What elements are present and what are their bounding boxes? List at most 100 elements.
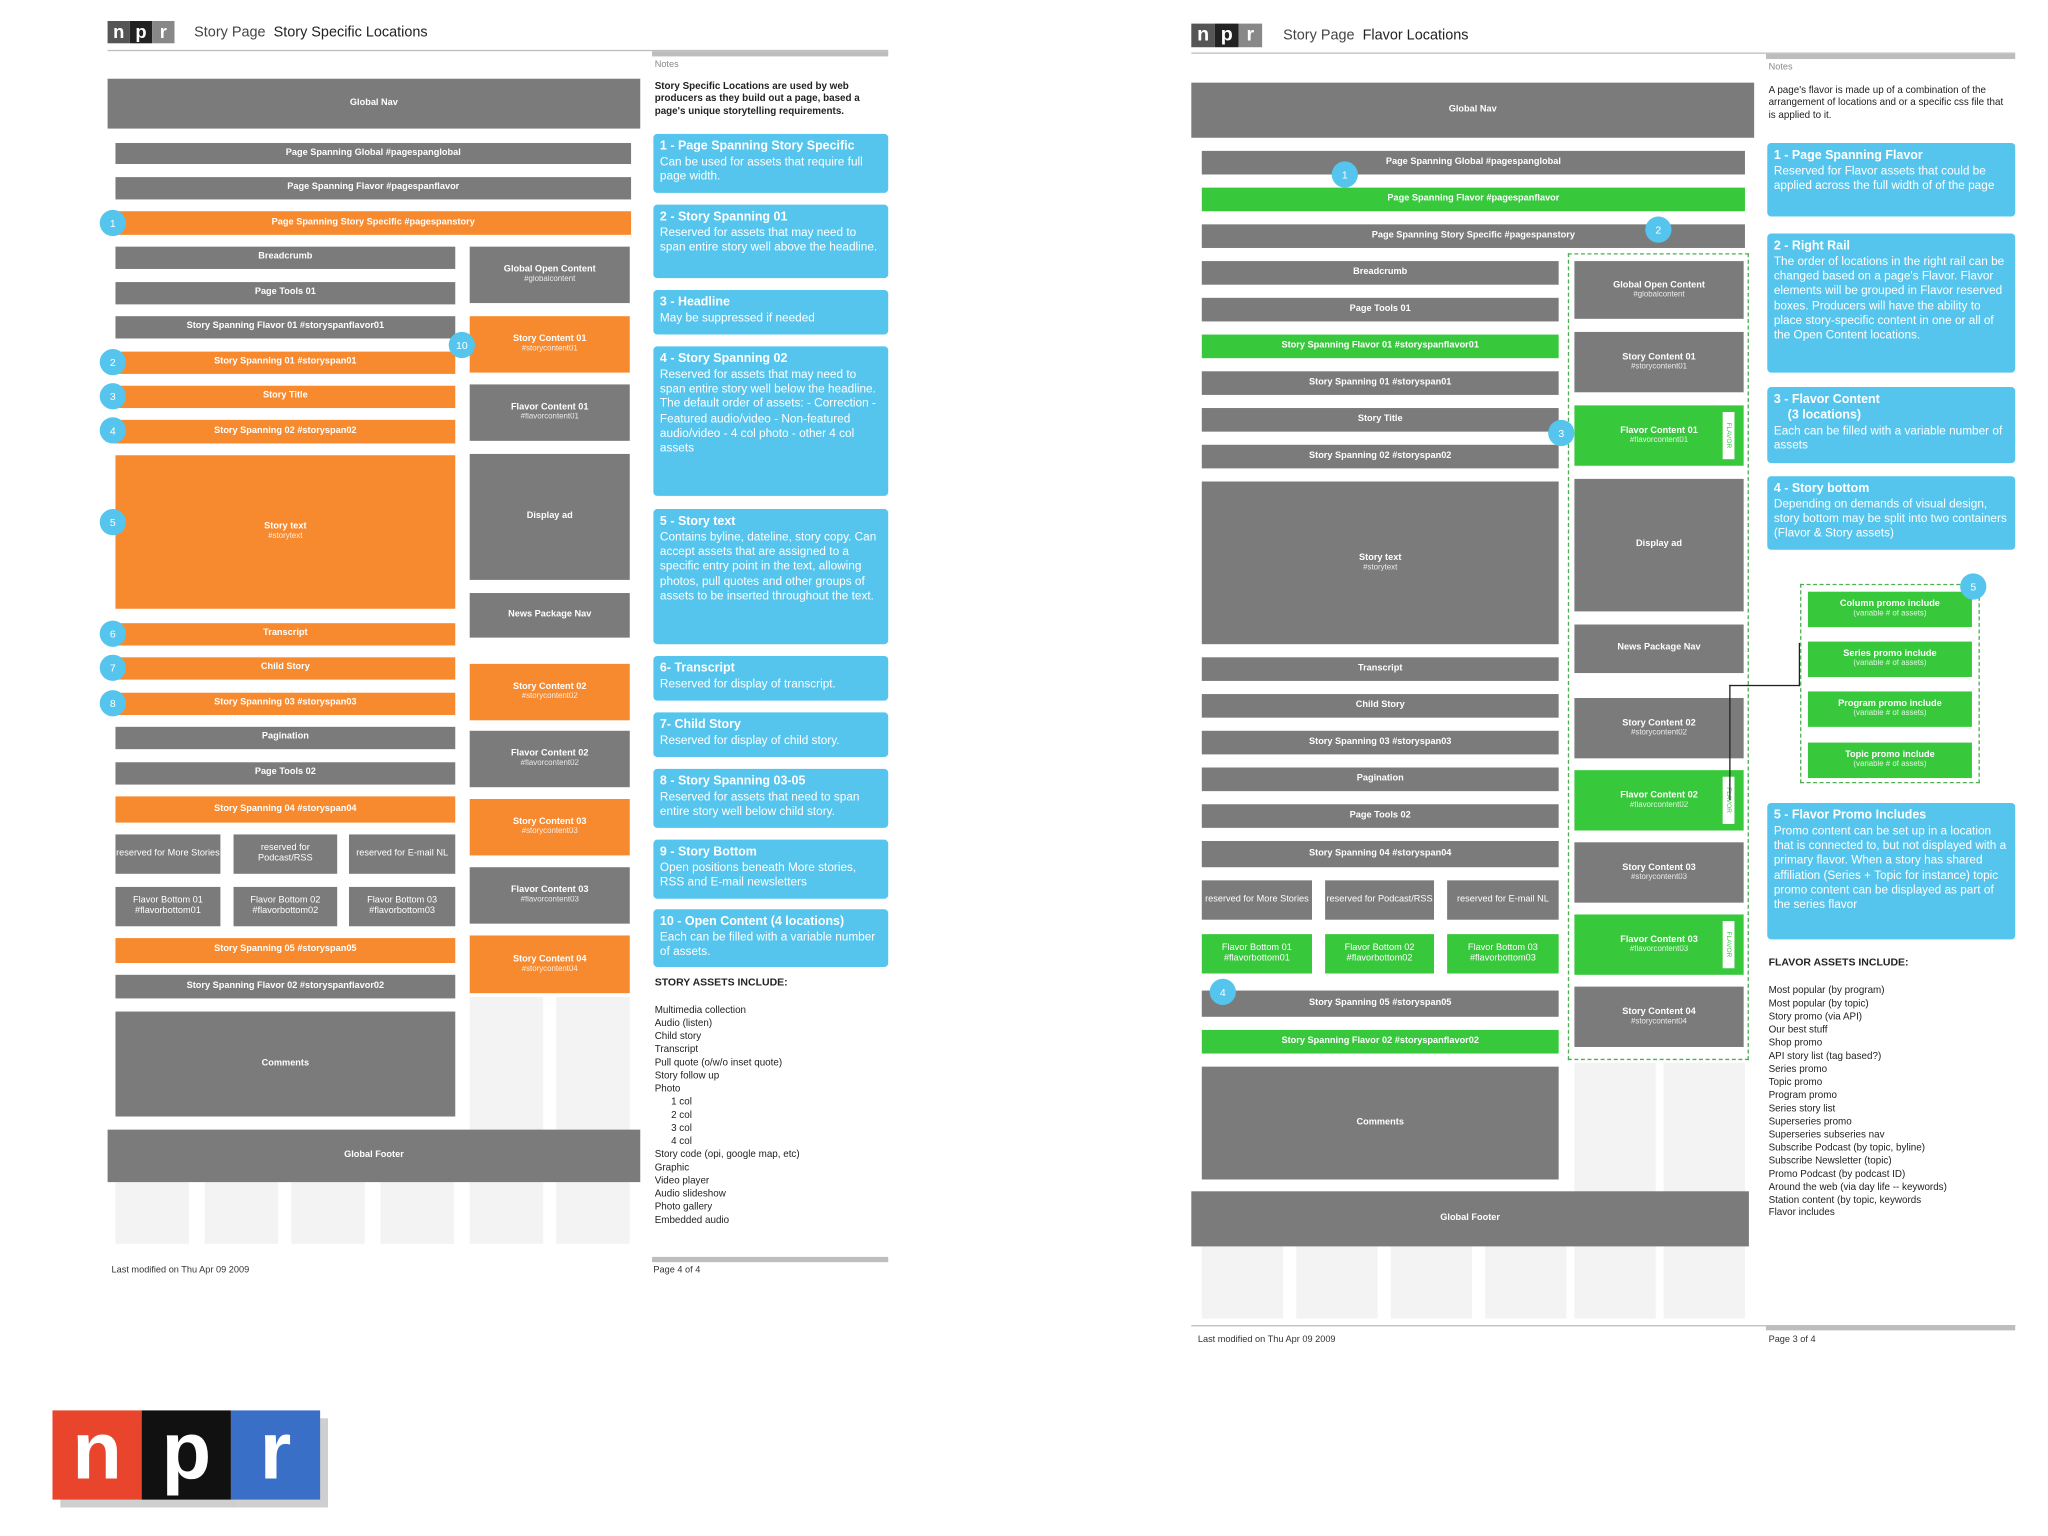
flavor-content-02: Flavor Content 02 #flavorcontent02 bbox=[1574, 770, 1744, 831]
grid-column bbox=[115, 1180, 189, 1244]
logo-letter-r: r bbox=[1238, 23, 1263, 48]
asset-item: 3 col bbox=[654, 1121, 692, 1134]
right-rail-container bbox=[1567, 253, 1749, 1061]
story-spanning-flavor-02: Story Spanning Flavor 02 #storyspanflavo… bbox=[1201, 1029, 1559, 1054]
page-tools-01: Page Tools 01 bbox=[1201, 297, 1559, 322]
connector-line bbox=[1798, 642, 1801, 687]
badge-10: 10 bbox=[448, 331, 475, 359]
story-spanning-01: Story Spanning 01 #storyspan01 bbox=[1201, 371, 1559, 395]
left-footer-modified: Last modified on Thu Apr 09 2009 bbox=[111, 1266, 250, 1276]
reserved-more-stories: reserved for More Stories bbox=[1201, 880, 1312, 920]
story-spanning-05: Story Spanning 05 #storyspan05 bbox=[115, 938, 456, 964]
transcript: Transcript bbox=[115, 623, 456, 646]
promo-includes-container bbox=[1800, 583, 1980, 784]
child-story: Child Story bbox=[115, 657, 456, 680]
story-spanning-03: Story Spanning 03 #storyspan03 bbox=[115, 692, 456, 716]
right-header-title: Flavor Locations bbox=[1362, 27, 1469, 44]
flavor-tag-1: FLAVOR bbox=[1722, 411, 1735, 460]
left-header: Story Page Story Specific Locations bbox=[194, 25, 427, 41]
asset-item: Program promo bbox=[1768, 1088, 1837, 1101]
asset-item: Photo bbox=[654, 1082, 681, 1094]
asset-item: Story promo (via API) bbox=[1768, 1010, 1863, 1022]
grid-column bbox=[1296, 1246, 1378, 1319]
asset-item: API story list (tag based?) bbox=[1768, 1049, 1882, 1062]
reserved-email: reserved for E-mail NL bbox=[1447, 880, 1559, 920]
story-spanning-03: Story Spanning 03 #storyspan03 bbox=[1201, 730, 1559, 755]
news-package-nav: News Package Nav bbox=[469, 593, 630, 638]
note-6: 6- Transcript Reserved for display of tra… bbox=[653, 656, 889, 701]
left-page: n p r Story Page Story Specific Location… bbox=[0, 0, 918, 1312]
flavor-content-01: Flavor Content 01 #flavorcontent01 bbox=[1574, 405, 1744, 466]
left-header-title: Story Specific Locations bbox=[273, 24, 428, 41]
story-content-02: Story Content 02 #storycontent02 bbox=[1574, 697, 1744, 759]
note-8: 8 - Story Spanning 03-05 Reserved for ass… bbox=[653, 768, 889, 828]
reserved-podcast: reserved for Podcast/RSS bbox=[1325, 880, 1435, 920]
page-spanning-flavor: Page Spanning Flavor #pagespanflavor bbox=[1201, 187, 1745, 212]
asset-item: Child story bbox=[654, 1029, 702, 1042]
global-footer: Global Footer bbox=[1191, 1191, 1749, 1247]
grid-column bbox=[1663, 1062, 1745, 1319]
reserved-more-stories: reserved for More Stories bbox=[115, 834, 221, 874]
column-promo-include: Column promo include (variable # of asset… bbox=[1807, 591, 1972, 628]
page-spanning-flavor: Page Spanning Flavor #pagespanflavor bbox=[115, 177, 632, 200]
story-spanning-flavor-02: Story Spanning Flavor 02 #storyspanflavo… bbox=[115, 974, 456, 999]
note-3: 3 - Headline May be suppressed if needed bbox=[653, 289, 889, 335]
asset-item: Station content (by topic, keywords bbox=[1768, 1193, 1922, 1206]
asset-item: Around the web (via day life -- keywords… bbox=[1768, 1180, 1947, 1192]
left-footer-rule bbox=[652, 1256, 889, 1263]
story-text: Story text #storytext bbox=[1201, 481, 1559, 645]
asset-item: Multimedia collection bbox=[654, 1003, 747, 1016]
note-1: 1 - Page Spanning Story Specific Can be u… bbox=[653, 133, 889, 193]
left-assets-list: Multimedia collection Audio (listen) Child… bbox=[655, 1004, 800, 1226]
asset-item: Promo Podcast (by podcast ID) bbox=[1768, 1167, 1906, 1179]
page-spanning-global: Page Spanning Global #pagespanglobal bbox=[115, 143, 632, 164]
asset-item: Most popular (by topic) bbox=[1768, 997, 1869, 1009]
page-tools-01: Page Tools 01 bbox=[115, 282, 456, 305]
left-header-rule bbox=[107, 49, 889, 52]
asset-item: Audio slideshow bbox=[654, 1186, 726, 1199]
asset-item: Audio (listen) bbox=[654, 1016, 713, 1029]
badge-4: 4 bbox=[1209, 978, 1236, 1005]
asset-item: Graphic bbox=[654, 1160, 690, 1173]
story-spanning-flavor-01: Story Spanning Flavor 01 #storyspanflavo… bbox=[1201, 334, 1559, 359]
left-header-section: Story Page bbox=[194, 24, 266, 41]
npr-logo: n p r bbox=[52, 1410, 321, 1500]
reserved-email: reserved for E-mail NL bbox=[348, 834, 456, 874]
global-nav: Global Nav bbox=[1191, 82, 1755, 138]
series-promo-include: Series promo include (variable # of asset… bbox=[1807, 641, 1972, 677]
npr-logo-letter-p: p bbox=[141, 1410, 231, 1500]
badge-1: 1 bbox=[1331, 161, 1358, 188]
right-footer-modified: Last modified on Thu Apr 09 2009 bbox=[1197, 1335, 1336, 1345]
child-story: Child Story bbox=[1201, 694, 1559, 718]
asset-item: 2 col bbox=[654, 1108, 692, 1121]
flavor-content-02: Flavor Content 02 #flavorcontent02 bbox=[469, 730, 630, 788]
note-3: 3 - Flavor Content (3 locations) Each can… bbox=[1767, 387, 2016, 464]
page-tools-02: Page Tools 02 bbox=[1201, 804, 1559, 828]
right-footer-page: Page 3 of 4 bbox=[1768, 1335, 1816, 1345]
reserved-podcast: reserved for Podcast/RSS bbox=[233, 834, 338, 874]
right-header-section: Story Page bbox=[1283, 27, 1355, 44]
right-header-rule bbox=[1191, 52, 2016, 54]
flavor-content-03: Flavor Content 03 #flavorcontent03 bbox=[469, 867, 630, 924]
asset-item: Our best stuff bbox=[1768, 1023, 1828, 1036]
news-package-nav: News Package Nav bbox=[1574, 624, 1744, 674]
asset-item: Series story list bbox=[1768, 1101, 1836, 1114]
comments: Comments bbox=[115, 1011, 456, 1117]
note-4: 4 - Story bottom Depending on demands of … bbox=[1767, 476, 2016, 550]
right-notes-label: Notes bbox=[1768, 62, 1793, 73]
grid-column bbox=[291, 1180, 365, 1244]
note-2: 2 - Story Spanning 01 Reserved for assets… bbox=[653, 204, 889, 279]
flavor-bottom-03: Flavor Bottom 03 #flavorbottom03 bbox=[1447, 934, 1559, 974]
badge-2: 2 bbox=[1645, 216, 1672, 243]
asset-item: Superseries subseries nav bbox=[1768, 1127, 1885, 1140]
right-page: n p r Story Page Flavor Locations Notes … bbox=[1191, 23, 2016, 1345]
grid-column bbox=[556, 997, 630, 1244]
asset-item: Subscribe Newsletter (topic) bbox=[1768, 1154, 1892, 1166]
page-tools-02: Page Tools 02 bbox=[115, 762, 456, 785]
right-footer-rule-notes bbox=[1765, 1325, 2016, 1331]
right-notes-rule bbox=[1765, 53, 2016, 60]
asset-item: Story follow up bbox=[654, 1069, 720, 1081]
global-open-content: Global Open Content #globalcontent bbox=[469, 246, 630, 304]
flavor-bottom-01: Flavor Bottom 01 #flavorbottom01 bbox=[115, 886, 221, 927]
note-5: 5 - Flavor Promo Includes Promo content c… bbox=[1767, 802, 2016, 940]
